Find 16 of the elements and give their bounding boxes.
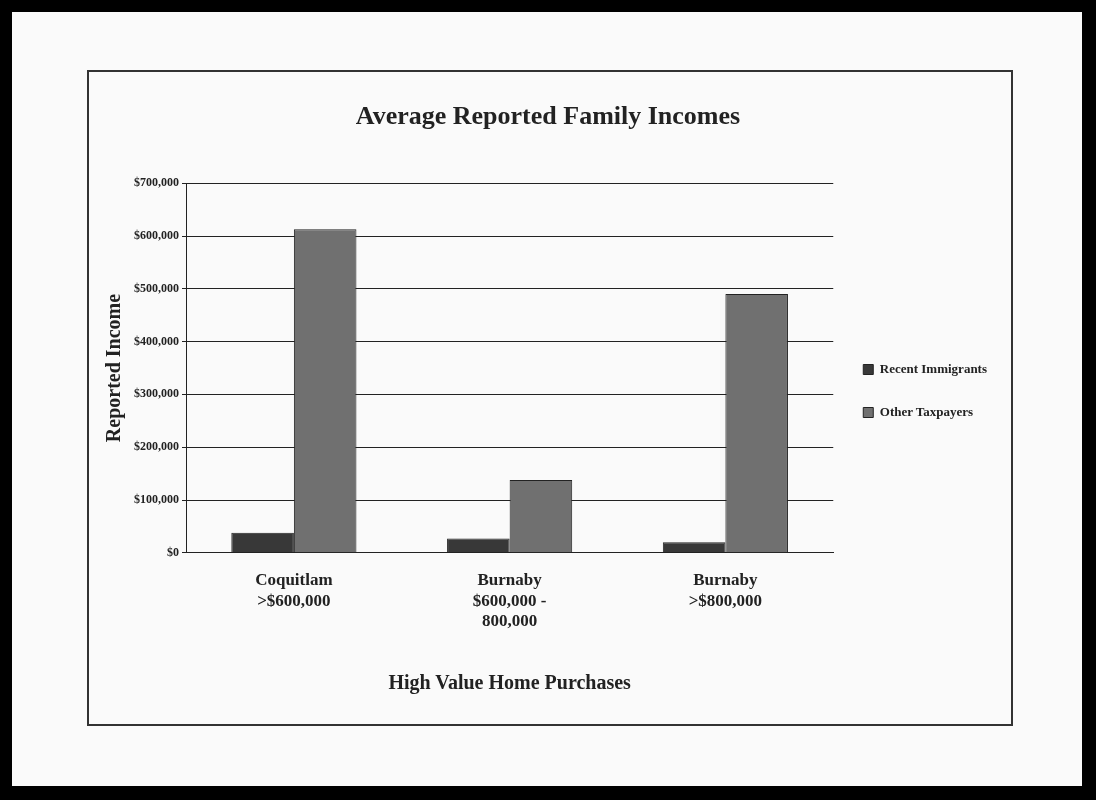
y-tick-label: $100,000 [134, 492, 179, 507]
y-tick-label: $500,000 [134, 280, 179, 295]
y-tick-label: $200,000 [134, 439, 179, 454]
legend-label: Recent Immigrants [879, 360, 988, 376]
y-tick-label: $400,000 [134, 333, 179, 348]
y-tick-label: $300,000 [134, 386, 179, 401]
y-tick-label: $700,000 [134, 175, 179, 190]
chart-title: Average Reported Family Incomes [355, 101, 741, 131]
x-axis-title: High Value Home Purchases [388, 671, 632, 695]
y-tick-label: $600,000 [134, 228, 179, 243]
y-tick-label: $0 [167, 544, 179, 559]
y-axis-title: Reported Income [102, 293, 126, 443]
legend-label: Other Taxpayers [879, 403, 974, 419]
x-tick-label: Burnaby $600,000 - 800,000 [472, 570, 547, 631]
x-tick-label: Burnaby >$800,000 [688, 570, 763, 610]
x-tick-label: Coquitlam >$600,000 [255, 570, 333, 610]
